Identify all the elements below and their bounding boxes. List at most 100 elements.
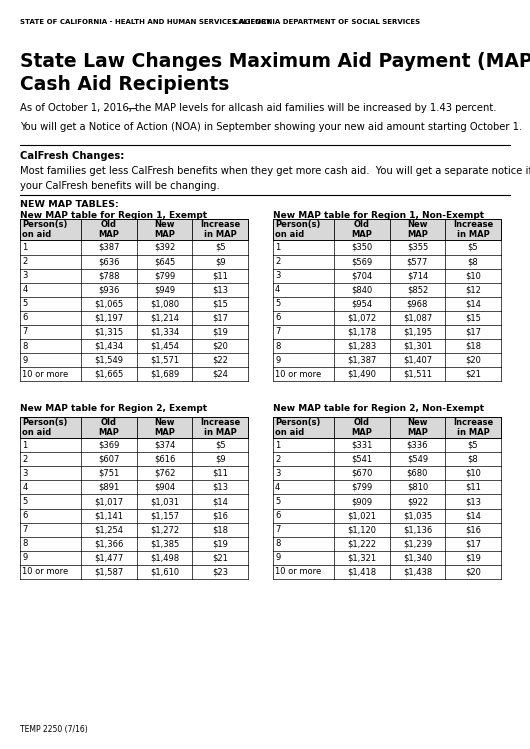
Text: New MAP table for Region 2, Non-Exempt: New MAP table for Region 2, Non-Exempt (273, 404, 484, 413)
Text: MAP: MAP (351, 428, 372, 437)
Text: 8: 8 (22, 342, 28, 351)
Bar (20, 367, 248, 381)
Text: $14: $14 (213, 497, 228, 506)
Text: Increase: Increase (453, 418, 493, 427)
Text: $1,689: $1,689 (150, 370, 179, 379)
Text: $936: $936 (98, 285, 120, 294)
Text: $704: $704 (351, 271, 373, 280)
Text: $840: $840 (351, 285, 373, 294)
Text: Person(s): Person(s) (22, 418, 68, 427)
Text: $1,222: $1,222 (347, 539, 376, 548)
Text: 9: 9 (22, 356, 28, 365)
Text: 5: 5 (22, 300, 28, 309)
Bar (273, 565, 501, 579)
Bar (20, 219, 248, 240)
Text: $1,315: $1,315 (94, 327, 123, 336)
Text: $392: $392 (154, 243, 175, 252)
Text: $1,021: $1,021 (347, 511, 376, 520)
Text: $762: $762 (154, 469, 175, 478)
Text: $19: $19 (213, 327, 228, 336)
Text: $1,587: $1,587 (94, 568, 123, 577)
Text: $16: $16 (212, 511, 228, 520)
Text: $1,031: $1,031 (150, 497, 179, 506)
Text: $1,197: $1,197 (94, 313, 123, 322)
Text: MAP: MAP (407, 230, 428, 239)
Text: $636: $636 (98, 257, 120, 266)
Text: Old: Old (101, 220, 117, 229)
Text: $909: $909 (351, 497, 372, 506)
Text: $13: $13 (212, 483, 228, 492)
Text: $799: $799 (154, 271, 175, 280)
Text: $1,498: $1,498 (150, 554, 179, 562)
Text: $14: $14 (465, 300, 481, 309)
Text: Most families get less CalFresh benefits when they get more cash aid.  You will : Most families get less CalFresh benefits… (20, 166, 530, 176)
Text: $15: $15 (213, 300, 228, 309)
Text: $1,387: $1,387 (347, 356, 376, 365)
Text: $670: $670 (351, 469, 373, 478)
Text: $1,665: $1,665 (94, 370, 123, 379)
Bar (20, 282, 248, 297)
Text: 3: 3 (275, 271, 280, 280)
Text: $20: $20 (465, 568, 481, 577)
Text: $22: $22 (213, 356, 228, 365)
Text: Person(s): Person(s) (22, 220, 68, 229)
Text: $680: $680 (407, 469, 428, 478)
Bar (20, 297, 248, 311)
Text: $16: $16 (465, 525, 481, 534)
Text: $19: $19 (213, 539, 228, 548)
Bar (20, 339, 248, 353)
Text: $1,334: $1,334 (150, 327, 179, 336)
Text: 4: 4 (22, 285, 28, 294)
Bar (20, 255, 248, 269)
Text: 8: 8 (275, 539, 280, 548)
Text: $714: $714 (407, 271, 428, 280)
Text: 7: 7 (275, 327, 280, 336)
Text: $1,136: $1,136 (403, 525, 432, 534)
Text: in MAP: in MAP (204, 428, 236, 437)
Text: 7: 7 (275, 525, 280, 534)
Text: Old: Old (101, 418, 117, 427)
Text: 4: 4 (275, 483, 280, 492)
Text: 2: 2 (275, 455, 280, 464)
Text: $1,571: $1,571 (150, 356, 179, 365)
Text: $799: $799 (351, 483, 373, 492)
Text: 6: 6 (22, 313, 28, 322)
Bar (20, 269, 248, 282)
Bar (20, 523, 248, 537)
Text: $788: $788 (98, 271, 120, 280)
Bar (273, 367, 501, 381)
Text: $11: $11 (465, 483, 481, 492)
Bar (273, 311, 501, 325)
Text: 5: 5 (275, 497, 280, 506)
Text: 10 or more: 10 or more (22, 370, 68, 379)
Text: $1,120: $1,120 (347, 525, 376, 534)
Bar (273, 523, 501, 537)
Text: $10: $10 (465, 469, 481, 478)
Bar (273, 494, 501, 509)
Text: 10 or more: 10 or more (275, 568, 321, 577)
Text: $954: $954 (351, 300, 372, 309)
Text: New MAP table for Region 1, Exempt: New MAP table for Region 1, Exempt (20, 211, 207, 220)
Text: MAP: MAP (351, 230, 372, 239)
Bar (273, 269, 501, 282)
Bar (20, 452, 248, 467)
Text: 1: 1 (275, 440, 280, 449)
Text: $14: $14 (465, 511, 481, 520)
Text: $17: $17 (212, 313, 228, 322)
Text: 1: 1 (22, 440, 28, 449)
Text: 10 or more: 10 or more (22, 568, 68, 577)
Text: Increase: Increase (200, 418, 240, 427)
Bar (273, 353, 501, 367)
Bar (20, 494, 248, 509)
Text: $968: $968 (407, 300, 428, 309)
Text: You will get a Notice of Action (NOA) in September showing your new aid amount s: You will get a Notice of Action (NOA) in… (20, 122, 523, 132)
Text: $1,272: $1,272 (150, 525, 179, 534)
Text: 2: 2 (275, 257, 280, 266)
Text: 7: 7 (22, 327, 28, 336)
Text: $355: $355 (407, 243, 428, 252)
Text: $1,157: $1,157 (150, 511, 179, 520)
Text: $18: $18 (212, 525, 228, 534)
Text: $19: $19 (465, 554, 481, 562)
Text: MAP: MAP (407, 428, 428, 437)
Text: STATE OF CALIFORNIA - HEALTH AND HUMAN SERVICES AGENCY: STATE OF CALIFORNIA - HEALTH AND HUMAN S… (20, 19, 271, 25)
